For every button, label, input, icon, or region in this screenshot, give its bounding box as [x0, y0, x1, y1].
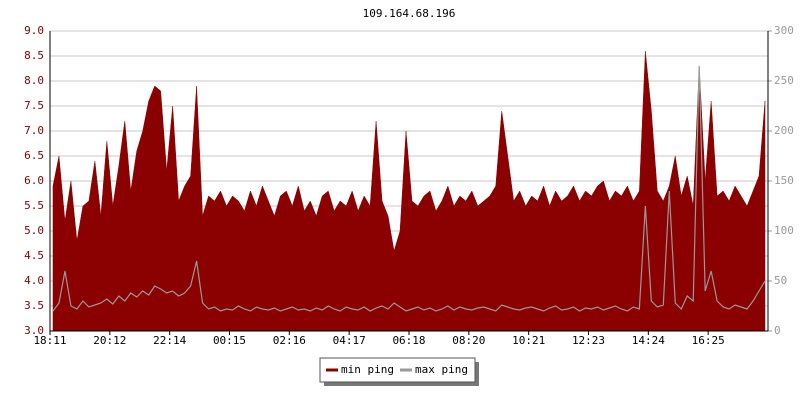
area	[52, 50, 766, 332]
y2-tick-label: 150	[774, 174, 794, 187]
x-tick-label: 02:16	[273, 334, 306, 347]
y2-tick-label: 250	[774, 74, 794, 87]
y2-tick-label: 300	[774, 24, 794, 37]
legend-label: min ping	[341, 363, 394, 376]
x-tick-label: 12:23	[572, 334, 605, 347]
x-tick-label: 18:11	[33, 334, 66, 347]
x-tick-label: 06:18	[392, 334, 425, 347]
y2-tick-label: 50	[774, 274, 787, 287]
y-tick-label: 8.0	[24, 74, 44, 87]
y-tick-label: 9.0	[24, 24, 44, 37]
line	[52, 65, 766, 312]
legend	[319, 357, 476, 383]
y-tick-label: 6.0	[24, 174, 44, 187]
y-tick-label: 3.0	[24, 324, 44, 337]
x-tick-label: 04:17	[333, 334, 366, 347]
x-tick-label: 00:15	[213, 334, 246, 347]
y2-tick-label: 100	[774, 224, 794, 237]
x-tick-label: 10:21	[512, 334, 545, 347]
y-tick-label: 7.0	[24, 124, 44, 137]
x-tick-label: 20:12	[93, 334, 126, 347]
legend-label: max ping	[415, 363, 468, 376]
y-tick-label: 4.5	[24, 249, 44, 262]
y2-tick-label: 0	[774, 324, 781, 337]
y-tick-label: 6.5	[24, 149, 44, 162]
x-tick-label: 14:24	[632, 334, 665, 347]
y-tick-label: 5.5	[24, 199, 44, 212]
y2-tick-label: 200	[774, 124, 794, 137]
y-tick-label: 8.5	[24, 49, 44, 62]
y-tick-label: 5.0	[24, 224, 44, 237]
y-tick-label: 3.5	[24, 299, 44, 312]
y-tick-label: 7.5	[24, 99, 44, 112]
chart-title: 109.164.68.196	[363, 7, 456, 20]
x-tick-label: 08:20	[452, 334, 485, 347]
x-tick-label: 22:14	[153, 334, 186, 347]
x-tick-label: 16:25	[692, 334, 725, 347]
y-tick-label: 4.0	[24, 274, 44, 287]
